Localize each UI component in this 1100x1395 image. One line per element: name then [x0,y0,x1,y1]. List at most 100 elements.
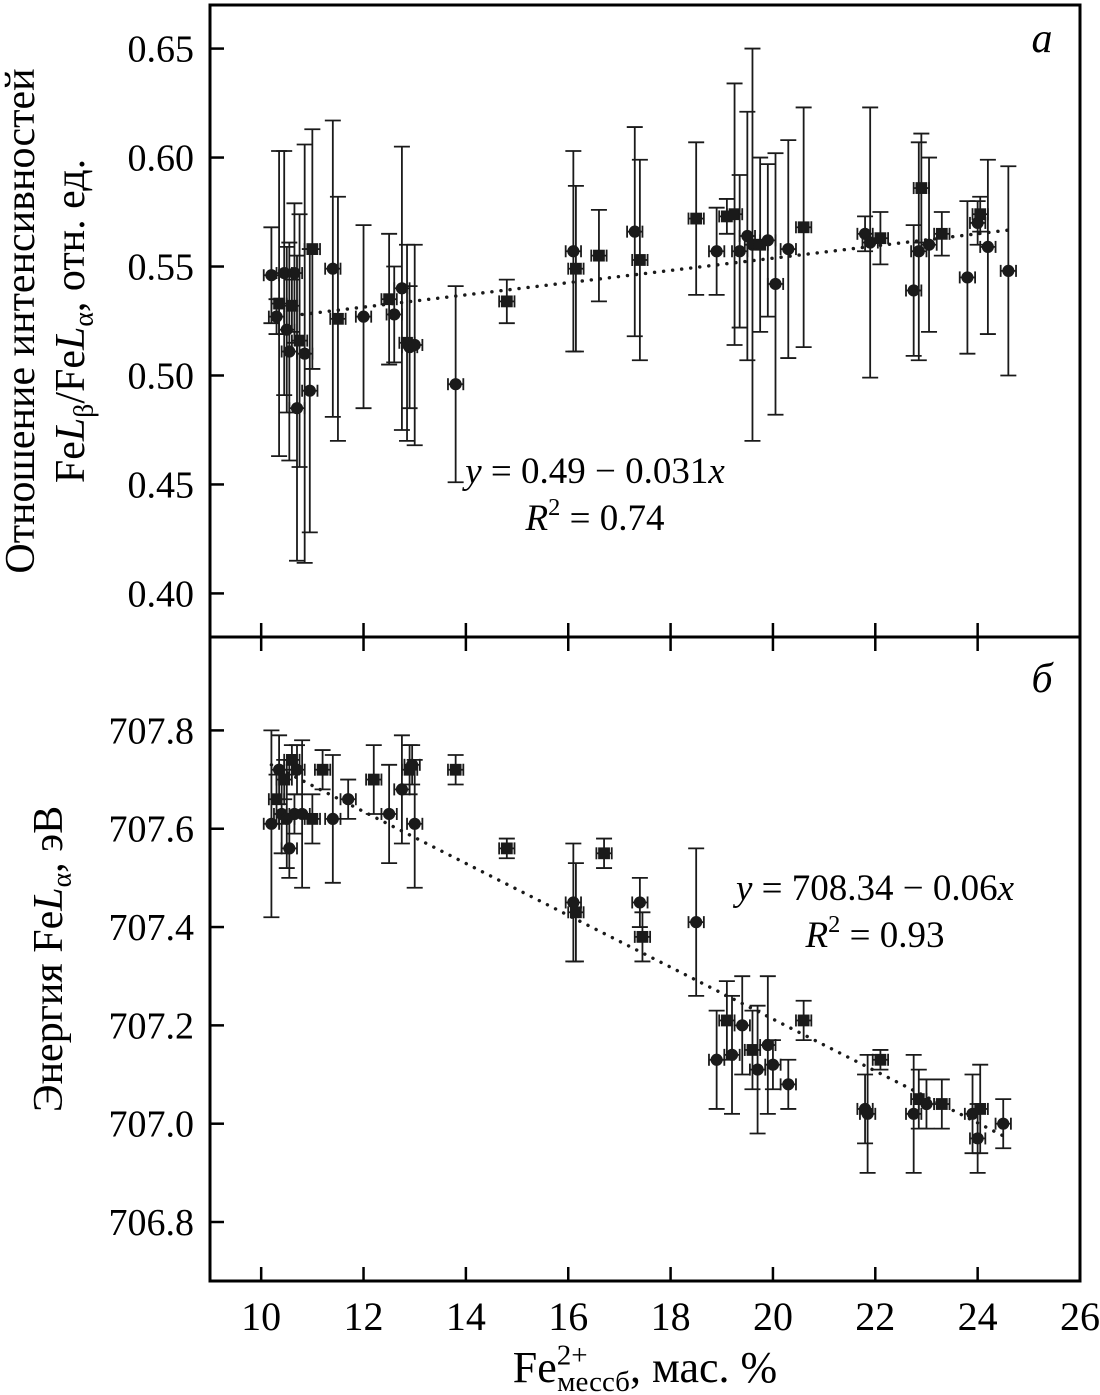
marker-circle [736,1019,749,1032]
marker-circle [283,842,296,855]
marker-circle [861,1107,874,1120]
marker-circle [782,242,795,256]
y-tick-label: 0.40 [128,573,195,615]
marker-circle [408,338,421,352]
marker-circle [961,271,974,284]
data-point [933,1078,951,1130]
annotation-a: R2 = 0.74 [525,494,665,539]
data-point [779,1058,797,1110]
marker-circle [395,783,409,796]
y-tick-label: 706.8 [109,1202,195,1244]
marker-circle [567,245,580,258]
data-point [290,213,309,468]
data-point [733,975,751,1076]
data-point [979,158,997,335]
data-point [393,734,411,845]
y-tick-label: 707.6 [109,809,195,851]
marker-circle [907,284,920,297]
marker-circle [920,1097,933,1111]
data-point [859,1053,877,1174]
data-point [749,1004,767,1135]
data-point [920,156,938,333]
marker-square [285,299,298,312]
data-point [365,744,383,815]
data-point [590,208,608,303]
data-point [969,200,987,246]
y-tick-label: 0.60 [128,138,195,180]
data-point [764,1039,782,1091]
marker-square [273,297,285,310]
marker-square [593,249,605,262]
x-tick-label: 26 [1060,1294,1100,1339]
marker-circle [971,1132,984,1145]
data-point [564,842,582,963]
marker-square [500,295,513,308]
marker-square [874,1053,887,1066]
data-point [567,862,585,963]
y-axis-title: Энергия FeLα, эВ [26,806,76,1112]
data-point [912,132,930,244]
data-point [447,754,465,786]
marker-square [915,182,928,194]
data-point [564,150,582,353]
data-point [687,847,705,997]
marker-square [935,1098,948,1110]
marker-circle [357,310,370,323]
marker-square [633,254,646,266]
marker-circle [408,817,421,830]
data-point [759,163,777,318]
marker-circle [395,282,409,295]
data-point [759,975,777,1115]
panel-a: 0.40 0.45 0.50 0.55 0.60 0.65 a y = 0.49 − 0.03… [0,16,1053,615]
marker-circle [406,758,419,771]
marker-circle [290,763,304,776]
marker-circle [751,1063,764,1076]
marker-circle [283,345,296,358]
x-tick-label: 14 [446,1294,486,1339]
data-point [871,1049,889,1071]
data-point [723,994,741,1115]
marker-circle [628,225,641,238]
marker-circle [725,1048,739,1061]
marker-circle [761,234,774,247]
data-point [631,158,649,362]
marker-square [316,763,329,776]
marker-square [570,906,582,919]
panel-б: 706.8 707.0 707.2 707.4 707.6 707.8 б y = 708.3… [26,656,1054,1244]
marker-circle [280,323,293,336]
data-point [447,285,465,484]
y-axis-a: 0.40 0.45 0.50 0.55 0.60 0.65 [128,29,224,615]
data-point [871,211,889,266]
marker-square [367,773,380,786]
data-point [406,759,424,889]
data-point [498,837,516,860]
marker-circle [270,310,283,323]
x-tick-label: 18 [651,1294,691,1339]
trend-line-б [269,763,1011,1141]
data-point [385,265,403,364]
marker-circle [383,807,396,821]
data-point [393,145,411,431]
points-б [262,729,1012,1174]
data-point [403,744,421,786]
marker-square [720,1014,733,1027]
marker-circle [912,245,925,258]
annotation-б: y = 708.34 − 0.06x [732,868,1015,909]
marker-circle [997,1117,1010,1130]
marker-square [728,208,741,221]
y-tick-label: 0.45 [128,464,195,506]
data-point [303,793,321,845]
data-point [999,165,1017,377]
marker-circle [769,277,782,291]
data-point [631,876,649,928]
data-point [595,837,613,869]
data-point [354,224,373,410]
marker-circle [567,896,580,909]
data-point [917,1078,936,1130]
data-point [324,754,342,884]
data-point [380,232,398,366]
marker-square [935,227,948,240]
marker-square [306,812,319,825]
marker-square [974,1103,987,1115]
